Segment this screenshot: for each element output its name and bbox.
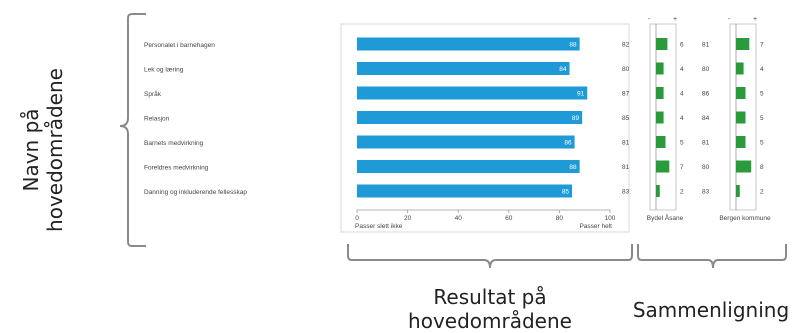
x-left-label: Passer slett ikke	[355, 223, 403, 230]
difference-bar	[656, 160, 670, 173]
reference-value-label: 83	[622, 189, 630, 196]
bar-value-label: 86	[564, 140, 572, 147]
difference-value-label: 5	[760, 91, 764, 98]
bar	[357, 62, 570, 75]
category-label: Relasjon	[144, 116, 170, 123]
difference-bar	[656, 87, 664, 99]
difference-value-label: 7	[760, 42, 764, 49]
caption-comparison: Sammenligning	[618, 298, 804, 322]
reference-value-label: 87	[622, 91, 630, 98]
difference-bar	[736, 185, 740, 197]
difference-bar	[736, 62, 744, 75]
difference-value-label: 2	[680, 189, 684, 196]
caption-results-line1: Resultat på	[433, 285, 547, 309]
plot-frame	[340, 23, 630, 233]
difference-value-label: 4	[760, 66, 764, 73]
bar	[357, 184, 573, 198]
difference-value-label: 5	[760, 115, 764, 122]
comparison-title: Bergen kommune	[719, 215, 771, 222]
reference-value-label: 80	[702, 66, 710, 73]
difference-value-label: 2	[760, 189, 764, 196]
bar-value-label: 88	[569, 164, 577, 171]
left-brace	[119, 13, 146, 247]
difference-bar	[736, 87, 746, 99]
bar	[357, 135, 575, 149]
difference-bar	[656, 62, 664, 75]
x-tick-label: 60	[505, 215, 513, 222]
category-label: Danning og inkluderende fellesskap	[144, 189, 247, 196]
difference-value-label: 6	[680, 42, 684, 49]
difference-bar	[656, 185, 660, 197]
caption-comparison-line: Sammenligning	[632, 298, 790, 322]
reference-value-label: 86	[702, 91, 710, 98]
bar-value-label: 85	[562, 189, 570, 196]
minus-sign: -	[648, 16, 651, 23]
plus-sign: +	[753, 16, 757, 23]
bar-value-label: 91	[577, 91, 585, 98]
caption-results-line2: hovedområdene	[408, 309, 572, 333]
bar	[357, 37, 580, 51]
bottom-brace-results	[347, 244, 633, 269]
bar	[357, 86, 588, 100]
section-label-names: Navn på hovedområdene	[19, 68, 67, 232]
x-tick-label: 100	[605, 215, 616, 222]
bar	[357, 160, 580, 173]
reference-value-label: 81	[622, 164, 630, 171]
reference-value-label: 81	[702, 140, 710, 147]
difference-value-label: 5	[760, 140, 764, 147]
plus-sign: +	[673, 16, 677, 23]
difference-bar	[656, 111, 664, 124]
reference-value-label: 84	[702, 115, 710, 122]
bar	[357, 111, 583, 124]
difference-value-label: 4	[680, 115, 684, 122]
bottom-brace-comparison	[637, 244, 787, 269]
x-tick-label: 20	[404, 215, 412, 222]
minus-sign: -	[728, 16, 731, 23]
difference-bar	[656, 136, 666, 148]
reference-value-label: 82	[622, 42, 630, 49]
caption-results: Resultat på hovedområdene	[400, 285, 580, 333]
comparison-title: Bydel Åsane	[647, 213, 684, 222]
reference-value-label: 83	[702, 189, 710, 196]
reference-value-label: 81	[702, 42, 710, 49]
side-label-line1: Navn på	[19, 108, 43, 191]
reference-value-label: 81	[622, 140, 630, 147]
difference-value-label: 8	[760, 164, 764, 171]
difference-value-label: 5	[680, 140, 684, 147]
category-label: Språk	[144, 90, 162, 98]
side-label-line2: hovedområdene	[43, 68, 67, 232]
difference-bar	[736, 136, 746, 148]
difference-value-label: 4	[680, 66, 684, 73]
x-right-label: Passer helt	[579, 223, 612, 230]
reference-value-label: 80	[622, 66, 630, 73]
difference-bar	[656, 38, 668, 50]
difference-bar	[736, 38, 750, 50]
reference-value-label: 85	[622, 115, 630, 122]
difference-value-label: 4	[680, 91, 684, 98]
difference-bar	[736, 111, 746, 124]
bar-value-label: 88	[569, 42, 577, 49]
x-tick-label: 80	[556, 215, 564, 222]
bar-value-label: 89	[572, 115, 580, 122]
category-label: Foreldres medvirkning	[144, 165, 209, 172]
difference-bar	[736, 160, 752, 173]
difference-value-label: 7	[680, 164, 684, 171]
category-label: Personalet i barnehagen	[144, 42, 215, 49]
category-label: Lek og læring	[144, 67, 184, 74]
category-label: Barnets medvirkning	[144, 140, 204, 147]
x-tick-label: 0	[355, 215, 359, 222]
reference-value-label: 80	[702, 164, 710, 171]
x-tick-label: 40	[455, 215, 463, 222]
bar-value-label: 84	[559, 66, 567, 73]
